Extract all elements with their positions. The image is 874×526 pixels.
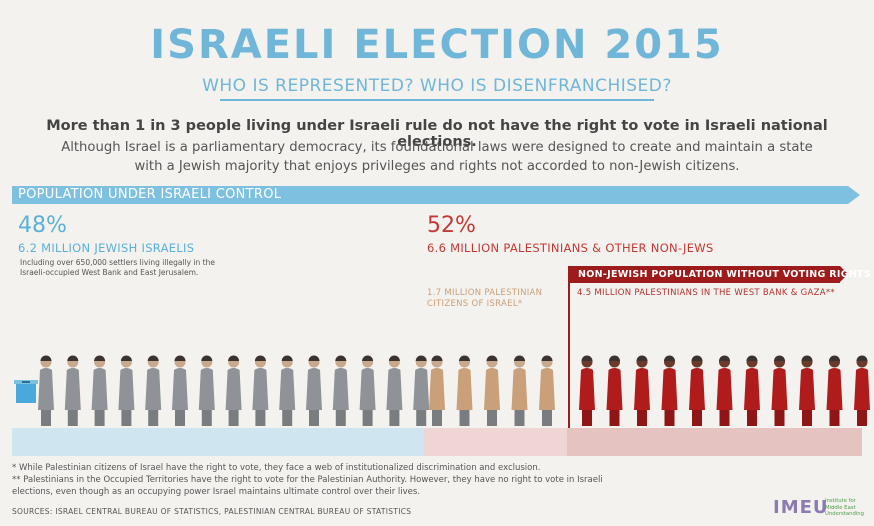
no-vote-banner-label: NON-JEWISH POPULATION WITHOUT VOTING RIG… — [578, 269, 871, 280]
citizen-figure-icon — [456, 355, 473, 426]
occupied-figure-icon — [826, 355, 843, 426]
jewish-figure-icon — [64, 355, 81, 426]
footnote-occupied: ** Palestinians in the Occupied Territor… — [12, 475, 603, 497]
jewish-figure-icon — [252, 355, 269, 426]
imeu-logo: IMEU — [773, 497, 829, 518]
occupied-figure-icon — [799, 355, 815, 426]
occupied-figure-icon — [744, 355, 760, 426]
ground-citizens — [424, 428, 567, 456]
nonjewish-label: 6.6 MILLION PALESTINIANS & OTHER NON-JEW… — [427, 241, 714, 255]
page-title: ISRAELI ELECTION 2015 — [150, 22, 724, 68]
citizen-figure-icon — [511, 355, 528, 426]
occupied-figure-icon — [689, 355, 705, 426]
jewish-figure-icon — [38, 355, 54, 426]
jewish-note: Including over 650,000 settlers living i… — [20, 258, 215, 277]
jewish-percent: 48% — [18, 213, 67, 238]
palestinian-citizens-label: 1.7 MILLION PALESTINIAN CITIZENS OF ISRA… — [427, 288, 543, 309]
citizen-figure-icon — [539, 355, 555, 426]
jewish-figure-icon — [225, 355, 242, 426]
jewish-figure-icon — [91, 355, 108, 426]
occupied-figure-icon — [634, 355, 650, 426]
no-vote-arrow-icon — [840, 266, 848, 282]
jewish-figure-icon — [145, 355, 162, 426]
ground-jewish — [12, 428, 424, 456]
occupied-figure-icon — [579, 355, 595, 426]
imeu-tagline: Institute for Middle East Understanding — [825, 498, 865, 517]
no-vote-banner — [568, 266, 840, 283]
banner-arrow-icon — [848, 186, 860, 204]
population-banner-label: POPULATION UNDER ISRAELI CONTROL — [18, 187, 282, 202]
ground-occupied — [567, 428, 862, 456]
citizen-figure-icon — [429, 355, 445, 426]
jewish-figure-icon — [172, 355, 188, 426]
page-subtitle: WHO IS REPRESENTED? WHO IS DISENFRANCHIS… — [202, 76, 672, 96]
occupied-figure-icon — [771, 355, 788, 426]
jewish-label: 6.2 MILLION JEWISH ISRAELIS — [18, 241, 195, 255]
nonjewish-percent: 52% — [427, 213, 476, 238]
sources: SOURCES: ISRAEL CENTRAL BUREAU OF STATIS… — [12, 507, 412, 516]
ballot-box-icon — [14, 380, 38, 403]
body-text: Although Israel is a parliamentary democ… — [61, 140, 813, 174]
population-banner — [12, 186, 848, 204]
west-bank-gaza-label: 4.5 MILLION PALESTINIANS IN THE WEST BAN… — [577, 288, 835, 298]
occupied-figure-icon — [716, 355, 733, 426]
lead-sentence: More than 1 in 3 people living under Isr… — [46, 118, 828, 150]
jewish-figure-icon — [332, 355, 349, 426]
jewish-figure-icon — [413, 355, 430, 426]
occupied-figure-icon — [606, 355, 623, 426]
footnote-citizens: * While Palestinian citizens of Israel h… — [12, 463, 541, 473]
jewish-figure-icon — [386, 355, 403, 426]
jewish-figure-icon — [279, 355, 296, 426]
jewish-figure-icon — [359, 355, 376, 426]
citizen-figure-icon — [484, 355, 500, 426]
occupied-figure-icon — [661, 355, 678, 426]
occupied-figure-icon — [854, 355, 870, 426]
no-vote-divider — [568, 283, 570, 428]
voter-line — [14, 355, 870, 426]
jewish-figure-icon — [306, 355, 322, 426]
jewish-figure-icon — [118, 355, 135, 426]
subtitle-underline — [220, 99, 654, 101]
jewish-figure-icon — [198, 355, 215, 426]
